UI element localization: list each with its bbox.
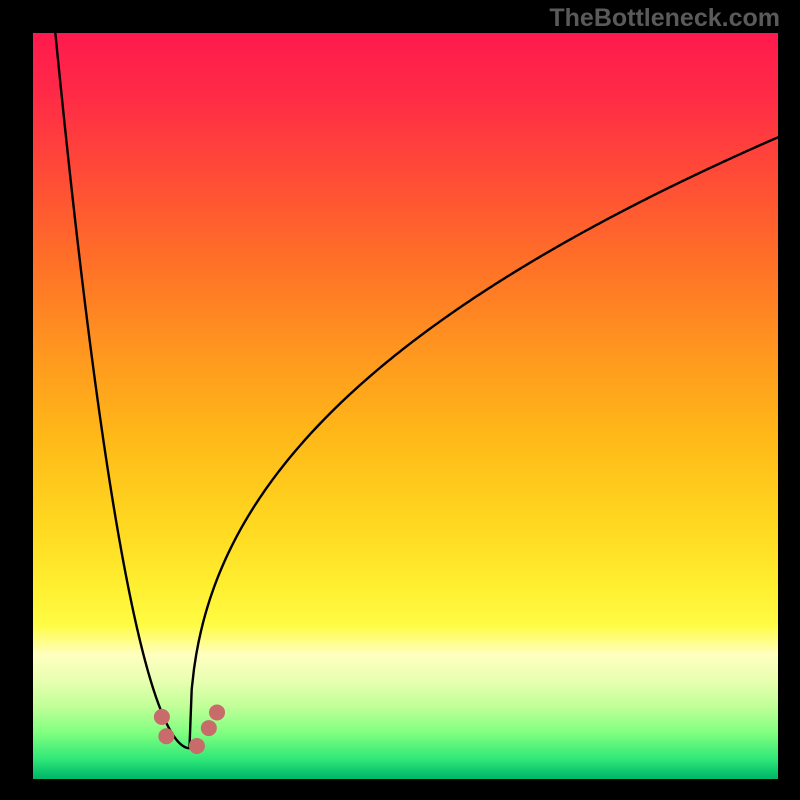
bottleneck-curve xyxy=(55,33,778,748)
watermark-text: TheBottleneck.com xyxy=(549,4,780,33)
data-marker xyxy=(154,709,170,725)
chart-frame: TheBottleneck.com xyxy=(0,0,800,800)
plot-area xyxy=(33,33,778,778)
data-marker xyxy=(201,720,217,736)
curve-layer xyxy=(33,33,778,778)
data-marker xyxy=(209,704,225,720)
data-marker xyxy=(189,738,205,754)
data-marker xyxy=(158,728,174,744)
